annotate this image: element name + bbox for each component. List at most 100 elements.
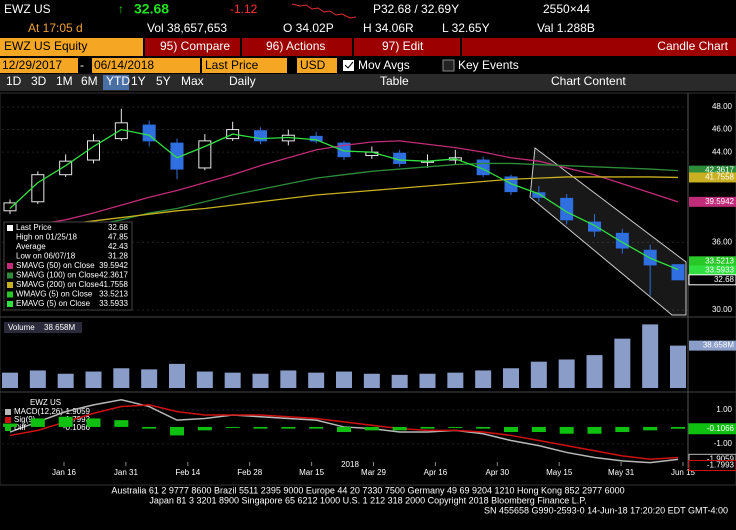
currency[interactable]: USD <box>300 58 326 72</box>
x-tick-label: Feb 14 <box>175 468 200 477</box>
y-tick-label: 30.00 <box>712 305 733 314</box>
y-tick-label: 48.00 <box>712 102 733 111</box>
x-tick-label: Mar 29 <box>361 468 386 477</box>
volume-bar <box>530 361 547 388</box>
period-button[interactable]: 1D <box>6 74 22 88</box>
key-events[interactable]: Key Events <box>458 58 519 72</box>
security-box[interactable] <box>0 38 143 56</box>
diff-bar <box>30 418 45 427</box>
volume-bar <box>558 359 575 388</box>
field[interactable]: Last Price <box>205 58 259 72</box>
volume: Vol 38,657,653 <box>147 21 227 35</box>
candle-body <box>31 174 45 203</box>
end-date-box[interactable] <box>92 58 200 73</box>
period-button[interactable]: 1M <box>56 74 73 88</box>
time: At 17:05 d <box>28 21 83 35</box>
legend-swatch <box>7 301 13 307</box>
frequency[interactable]: Daily <box>229 74 256 88</box>
legend-swatch <box>5 409 11 415</box>
volume-bar <box>336 371 352 388</box>
bid-ask: P32.68 / 32.69Y <box>373 2 459 16</box>
value-box-label: 33.5933 <box>705 266 734 275</box>
volume-bar <box>2 372 18 388</box>
checkbox-key-events[interactable] <box>442 59 455 72</box>
compare[interactable]: 95) Compare <box>160 39 230 53</box>
y-tick-label: -1.00 <box>714 439 733 448</box>
volume-bar <box>503 368 519 388</box>
legend-swatch <box>7 282 13 288</box>
checkbox-mov-avgs[interactable] <box>343 60 354 71</box>
volume-bar <box>57 373 74 388</box>
period-button[interactable]: YTD <box>106 74 130 88</box>
footer-line: Japan 81 3 3201 8900 Singapore 65 6212 1… <box>149 495 586 505</box>
moving-average <box>9 176 679 232</box>
volume-bar <box>614 338 631 388</box>
footer-line: SN 455658 G990-2593-0 14-Jun-18 17:20:20… <box>484 505 728 515</box>
moving-average <box>9 128 679 271</box>
x-tick-label: Apr 16 <box>424 468 448 477</box>
volume-bar <box>169 363 185 388</box>
value-box-label: 32.68 <box>714 275 735 284</box>
size: 2550×44 <box>543 2 590 16</box>
start-date[interactable]: 12/29/2017 <box>2 58 62 72</box>
edit-button[interactable] <box>354 38 460 56</box>
legend-label: SMAVG (100) on Close <box>16 271 100 280</box>
diff-bar <box>142 426 157 429</box>
period-button[interactable]: 6M <box>81 74 98 88</box>
y-tick-label: 36.00 <box>712 237 733 246</box>
diff-bar <box>448 426 463 428</box>
period-button[interactable]: 5Y <box>156 74 171 88</box>
diff-bar <box>253 426 268 429</box>
view: Candle Chart <box>657 39 728 53</box>
x-tick-label: Feb 28 <box>237 468 262 477</box>
period-bar <box>0 74 736 91</box>
legend-value: -1.9059 <box>63 407 91 416</box>
actions-button[interactable] <box>242 38 352 56</box>
volume-bar <box>363 373 380 388</box>
chart-content[interactable]: Chart Content <box>551 74 626 88</box>
legend-label: Average <box>16 242 46 251</box>
period-button[interactable]: 3D <box>31 74 47 88</box>
panel-title: Volume <box>8 323 35 332</box>
value-box <box>689 265 736 276</box>
end-date[interactable]: 06/14/2018 <box>94 58 154 72</box>
candle-body <box>560 197 574 221</box>
diff-bar <box>197 426 212 431</box>
currency-box[interactable] <box>297 58 337 73</box>
actions[interactable]: 96) Actions <box>266 39 325 53</box>
diff-bar <box>671 426 685 429</box>
last-price: 32.68 <box>134 1 169 17</box>
x-tick-label: Jun 15 <box>671 468 696 477</box>
period-button[interactable]: Max <box>181 74 204 88</box>
legend-value: 39.5942 <box>99 261 128 270</box>
moving-average <box>9 162 679 244</box>
x-tick-label: Apr 30 <box>486 468 510 477</box>
start-date-box[interactable] <box>0 58 78 73</box>
candle-body <box>671 264 685 281</box>
table[interactable]: Table <box>380 74 409 88</box>
open: O 34.02P <box>283 21 334 35</box>
edit[interactable]: 97) Edit <box>382 39 424 53</box>
diff-bar <box>225 426 240 428</box>
change: -1.12 <box>230 2 258 16</box>
legend-value: 33.5933 <box>99 299 128 308</box>
diff-bar <box>58 416 73 427</box>
diff-bar <box>392 426 407 431</box>
legend-value: 32.68 <box>108 223 129 232</box>
value-box <box>689 172 736 183</box>
diff-bar <box>420 426 435 429</box>
volume-bar <box>29 370 46 388</box>
year-label: 2018 <box>341 460 359 469</box>
legend-swatch <box>5 425 11 431</box>
y-tick-label: 46.00 <box>712 125 733 134</box>
arrow-up: ↑ <box>118 2 124 16</box>
value-box-label: -0.1066 <box>707 424 735 433</box>
field-box[interactable] <box>202 58 287 73</box>
x-tick-label: Mar 15 <box>299 468 324 477</box>
security[interactable]: EWZ US Equity <box>4 39 87 53</box>
volume-bar <box>141 369 158 388</box>
mov-avgs[interactable]: Mov Avgs <box>358 58 410 72</box>
period-button[interactable]: 1Y <box>131 74 146 88</box>
value-box <box>689 165 736 176</box>
compare-button[interactable] <box>145 38 240 56</box>
